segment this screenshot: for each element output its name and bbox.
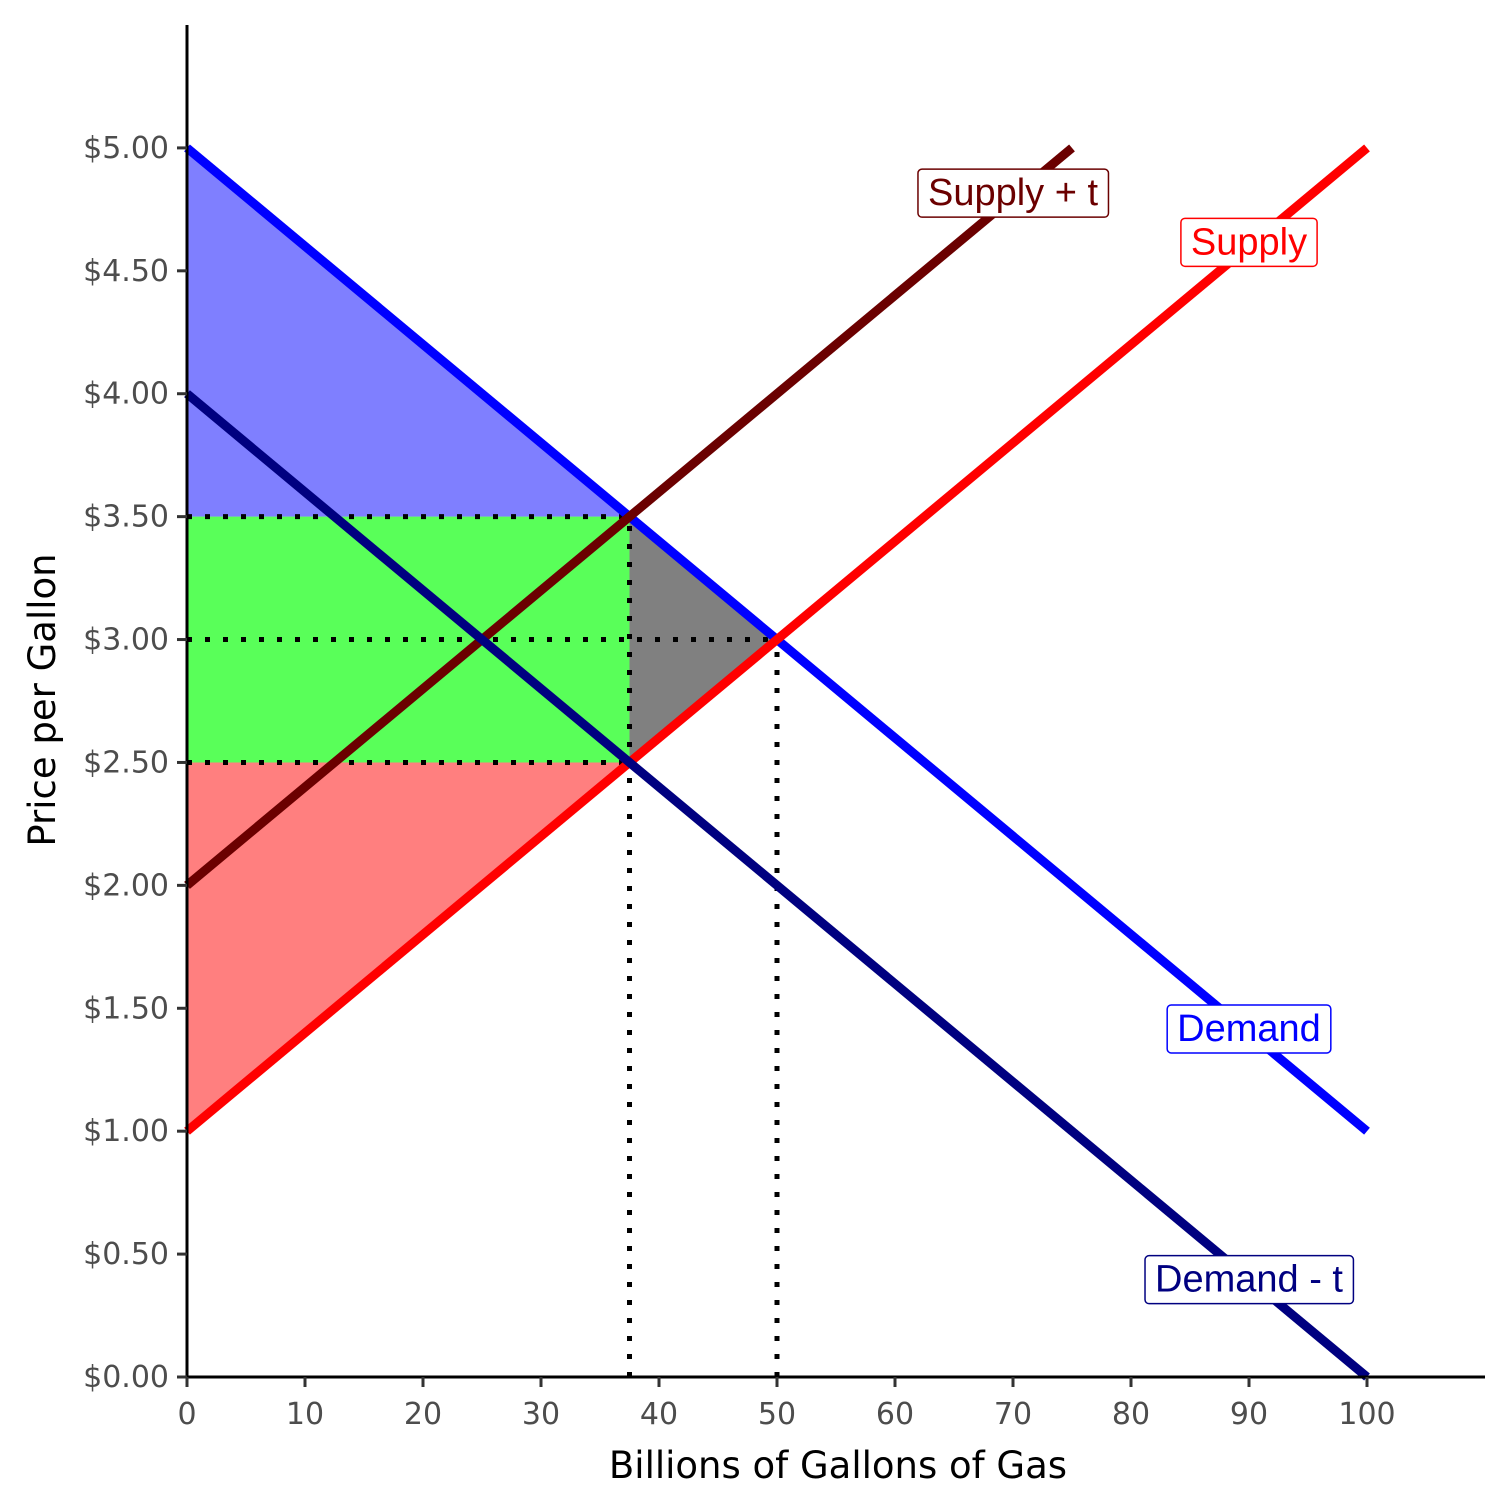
y-tick-label: $3.50 xyxy=(83,500,169,535)
y-tick-label: $2.50 xyxy=(83,745,169,780)
ticks: 0 10 20 30 40 50 60 70 80 90 100 $0.00 $0.50 $1.00 $1.… xyxy=(83,131,1396,1432)
series-line-demand-t xyxy=(184,390,1370,1381)
x-axis-title: Billions of Gallons of Gas xyxy=(609,1444,1067,1487)
x-tick-label: 20 xyxy=(404,1397,442,1432)
curve-label-box xyxy=(1144,1254,1355,1305)
curve-label-text: Demand xyxy=(1177,1008,1321,1050)
x-tick-label: 80 xyxy=(1112,1397,1150,1432)
curve-label-box xyxy=(1180,217,1318,268)
y-axis-title: Price per Gallon xyxy=(21,553,64,846)
curve-label-text: Supply xyxy=(1191,221,1307,263)
series-line-supply xyxy=(184,144,1370,1135)
tax-revenue-area xyxy=(187,516,630,763)
series-line-supply-t xyxy=(184,144,1075,889)
curve-label-supply-t: Supply + t xyxy=(917,168,1110,218)
y-tick-label: $5.00 xyxy=(83,131,169,166)
x-tick-label: 30 xyxy=(522,1397,560,1432)
x-tick-label: 90 xyxy=(1230,1397,1268,1432)
y-tick-label: $0.50 xyxy=(83,1237,169,1272)
y-tick-label: $1.50 xyxy=(83,991,169,1026)
curve-label-box xyxy=(1166,1004,1332,1054)
x-tick-label: 60 xyxy=(876,1397,914,1432)
curves xyxy=(184,144,1370,1381)
y-tick-label: $1.00 xyxy=(83,1114,169,1149)
y-tick-label: $3.00 xyxy=(83,623,169,658)
reference-lines xyxy=(187,514,780,1377)
y-tick-label: $4.50 xyxy=(83,254,169,289)
curve-label-supply: Supply xyxy=(1180,217,1318,268)
deadweight-loss-area xyxy=(629,516,777,763)
x-tick-label: 10 xyxy=(286,1397,324,1432)
curve-labels: Demand Supply Supply + t Demand - t xyxy=(917,168,1355,1305)
curve-label-text: Demand - t xyxy=(1155,1259,1343,1301)
curve-label-demand: Demand xyxy=(1166,1004,1332,1054)
x-tick-label: 40 xyxy=(640,1397,678,1432)
x-tick-label: 50 xyxy=(758,1397,796,1432)
axes xyxy=(185,25,1485,1379)
y-tick-label: $4.00 xyxy=(83,377,169,412)
curve-label-box xyxy=(917,168,1110,218)
curve-label-text: Supply + t xyxy=(928,172,1098,214)
x-tick-label: 0 xyxy=(177,1397,196,1432)
y-tick-label: $2.00 xyxy=(83,868,169,903)
x-tick-label: 70 xyxy=(994,1397,1032,1432)
curve-label-demand-t: Demand - t xyxy=(1144,1254,1355,1305)
y-tick-label: $0.00 xyxy=(83,1360,169,1395)
x-tick-label: 100 xyxy=(1338,1397,1395,1432)
